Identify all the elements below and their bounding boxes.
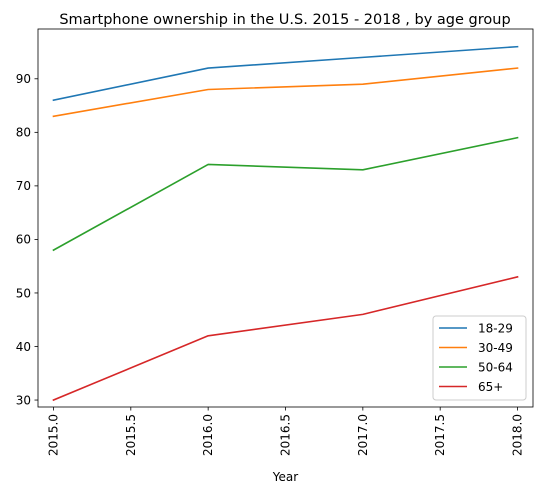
y-tick-label: 70 <box>16 179 31 193</box>
x-tick-label: 2016.5 <box>279 414 293 456</box>
chart-title: Smartphone ownership in the U.S. 2015 - … <box>59 12 510 28</box>
x-tick-label: 2017.0 <box>356 414 370 456</box>
y-axis: 30 40 50 60 70 80 90 <box>16 72 38 407</box>
legend-label-1: 18-29 <box>478 321 513 335</box>
y-tick-label: 30 <box>16 393 31 407</box>
x-tick-label: 2018.0 <box>511 414 525 456</box>
y-tick-label: 50 <box>16 286 31 300</box>
legend-label-2: 30-49 <box>478 341 513 355</box>
series-line-3 <box>52 136 519 252</box>
y-tick-label: 40 <box>16 340 31 354</box>
series-line-2 <box>52 67 519 118</box>
x-axis: 2015.0 2015.5 2016.0 2016.5 2017.0 2017.5 2018… <box>46 407 525 456</box>
x-tick-label: 2016.0 <box>201 414 215 456</box>
y-tick-label: 60 <box>16 233 31 247</box>
legend-label-4: 65+ <box>478 380 503 394</box>
y-tick-label: 90 <box>16 72 31 86</box>
series-line-1 <box>52 45 519 102</box>
legend-frame <box>432 315 527 401</box>
series-line-4 <box>52 275 519 402</box>
x-tick-label: 2017.5 <box>433 414 447 456</box>
x-tick-label: 2015.0 <box>46 414 60 456</box>
y-tick-label: 80 <box>16 126 31 140</box>
legend-label-3: 50-64 <box>478 360 513 374</box>
plot-area <box>52 45 519 402</box>
legend: 18-29 30-49 50-64 65+ <box>432 315 527 401</box>
x-axis-label: Year <box>272 470 298 484</box>
x-tick-label: 2015.5 <box>124 414 138 456</box>
